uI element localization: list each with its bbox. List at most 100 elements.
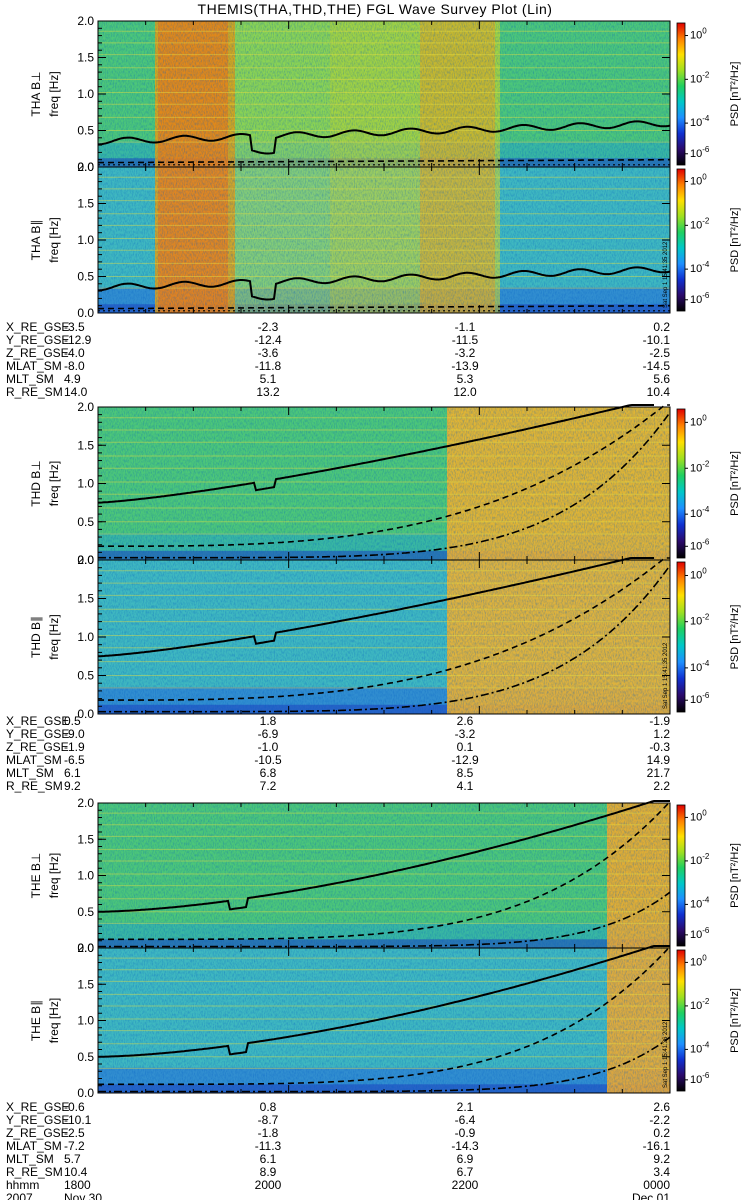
ephem-value: -9.0 bbox=[64, 727, 85, 741]
ephem-value: -2.3 bbox=[258, 320, 279, 334]
ephem-value: 5.1 bbox=[260, 372, 277, 386]
ytick-label: 2.0 bbox=[77, 14, 94, 28]
colorbar-tick-exponent: -2 bbox=[702, 613, 710, 622]
colorbar bbox=[676, 804, 686, 947]
ephem-row-label: MLT_SM bbox=[6, 372, 54, 386]
colorbar-tick-exponent: -6 bbox=[702, 691, 710, 700]
spectrogram-noise bbox=[98, 407, 670, 560]
ephem-value: 12.0 bbox=[453, 385, 477, 399]
ephem-value: -0.3 bbox=[649, 740, 670, 754]
colorbar-tick-label: 100 bbox=[690, 808, 707, 823]
colorbar-tick-label: 10-2 bbox=[690, 997, 710, 1012]
ytick-label: 1.0 bbox=[77, 477, 94, 491]
fce-solid-line bbox=[98, 404, 654, 504]
panel-ylabel: THA B∥ bbox=[29, 220, 43, 261]
fce-solid-line bbox=[97, 266, 671, 301]
ephem-value: 0.8 bbox=[260, 1100, 277, 1114]
ephem-value: 2.1 bbox=[457, 1100, 474, 1114]
colorbar-tick-label: 10-4 bbox=[690, 1040, 710, 1055]
fci-dashdot-line bbox=[98, 411, 671, 559]
ephem-value: Dec 01 bbox=[632, 1191, 670, 1200]
ytick-label: 2.0 bbox=[77, 160, 94, 174]
ephem-value: -2.2 bbox=[649, 1113, 670, 1127]
colorbar bbox=[676, 168, 686, 312]
ytick-label: 0.0 bbox=[77, 707, 94, 721]
ytick-label: 0.5 bbox=[77, 270, 94, 284]
ytick-label: 1.0 bbox=[77, 87, 94, 101]
colorbar-label: PSD [nT²/Hz] bbox=[729, 605, 741, 670]
ytick-label: 0.5 bbox=[77, 669, 94, 683]
ephem-row-label: R_RE_SM bbox=[6, 779, 63, 793]
spectrogram-panel-tha-1: 0.0 0.5 1.0 1.5 2.0 THA B∥ freq [Hz] 100 10-2 10-… bbox=[29, 160, 741, 320]
ephem-value: 2.2 bbox=[653, 779, 670, 793]
colorbar-tick-label: 100 bbox=[690, 27, 707, 42]
freq-axis-label: freq [Hz] bbox=[47, 461, 61, 506]
ytick-label: 1.5 bbox=[77, 51, 94, 65]
freq-axis-label: freq [Hz] bbox=[47, 217, 61, 262]
ytick-label: 1.5 bbox=[77, 592, 94, 606]
spectrogram-panel-tha-0: 0.0 0.5 1.0 1.5 2.0 THA B⊥ freq [Hz] 100 10-2 10-… bbox=[29, 14, 741, 174]
fce-half-dashed-line bbox=[98, 557, 670, 701]
colorbar-tick-exponent: -6 bbox=[702, 926, 710, 935]
ephem-value: 14.9 bbox=[647, 753, 671, 767]
ytick-label: 0.0 bbox=[77, 553, 94, 567]
ephem-value: 10.4 bbox=[647, 385, 671, 399]
fce-solid-line bbox=[97, 800, 670, 913]
ephem-value: 6.1 bbox=[260, 1152, 277, 1166]
ephem-row-label: Y_RE_GSE bbox=[6, 333, 69, 347]
ephem-value: -6.5 bbox=[64, 753, 85, 767]
ephem-row-label: MLAT_SM bbox=[6, 753, 62, 767]
ephem-value: -12.4 bbox=[254, 333, 282, 347]
ytick-label: 2.0 bbox=[77, 941, 94, 955]
ytick-label: 2.0 bbox=[77, 553, 94, 567]
ephem-row-label: MLAT_SM bbox=[6, 1139, 62, 1153]
ephem-value: 1.2 bbox=[653, 727, 670, 741]
panel-ylabel: THE B∥ bbox=[29, 1000, 43, 1041]
fce-half-dashed-line bbox=[98, 158, 670, 164]
ephem-value: -1.1 bbox=[455, 320, 476, 334]
fce-solid-line bbox=[97, 945, 670, 1058]
ephem-value: 4.9 bbox=[64, 372, 81, 386]
ephem-value: 6.9 bbox=[457, 1152, 474, 1166]
colorbar-tick-label: 10-2 bbox=[690, 613, 710, 628]
ephem-row-label: Z_RE_GSE bbox=[6, 1126, 69, 1140]
colorbar-tick-label: 10-2 bbox=[690, 852, 710, 867]
freq-axis-label: freq [Hz] bbox=[47, 998, 61, 1043]
colorbar-label: PSD [nT²/Hz] bbox=[729, 843, 741, 908]
colorbar-tick-exponent: -4 bbox=[702, 114, 710, 123]
colorbar-label: PSD [nT²/Hz] bbox=[729, 451, 741, 516]
colorbar-tick-exponent: -4 bbox=[702, 1040, 710, 1049]
ephem-value: -3.5 bbox=[64, 320, 85, 334]
ephem-value: 6.7 bbox=[457, 1165, 474, 1179]
ephem-value: 2000 bbox=[255, 1178, 282, 1192]
ephem-value: 0.5 bbox=[64, 714, 81, 728]
ephem-row-label: 2007 bbox=[6, 1191, 33, 1200]
ephem-value: -10.1 bbox=[643, 333, 671, 347]
colorbar-tick-exponent: 0 bbox=[702, 173, 707, 182]
ephem-value: -3.2 bbox=[455, 727, 476, 741]
colorbar bbox=[676, 22, 686, 166]
ephem-value: 8.9 bbox=[260, 1165, 277, 1179]
ephem-value: -12.9 bbox=[451, 753, 479, 767]
ephem-row-label: MLAT_SM bbox=[6, 359, 62, 373]
colorbar-tick-label: 10-2 bbox=[690, 216, 710, 231]
ephem-value: 5.3 bbox=[457, 372, 474, 386]
panel-ylabel: THD B⊥ bbox=[29, 460, 43, 506]
colorbar-tick-label: 10-4 bbox=[690, 505, 710, 520]
colorbar-tick-label: 10-6 bbox=[690, 145, 710, 160]
colorbar-tick-exponent: -4 bbox=[702, 260, 710, 269]
colorbar-tick-exponent: -4 bbox=[702, 659, 710, 668]
colorbar-tick-exponent: -4 bbox=[702, 505, 710, 514]
ytick-label: 1.5 bbox=[77, 197, 94, 211]
ephem-value: -10.1 bbox=[64, 1113, 92, 1127]
freq-axis-label: freq [Hz] bbox=[47, 853, 61, 898]
colorbar-tick-exponent: -6 bbox=[702, 291, 710, 300]
ephem-value: 0000 bbox=[643, 1178, 670, 1192]
ephem-value: -11.5 bbox=[452, 333, 479, 347]
colorbar-tick-label: 100 bbox=[690, 413, 707, 428]
spectrogram-noise bbox=[98, 560, 670, 714]
ephem-value: 1800 bbox=[64, 1178, 91, 1192]
colorbar-tick-exponent: 0 bbox=[702, 953, 707, 962]
ephem-value: -0.9 bbox=[455, 1126, 476, 1140]
colorbar-tick-label: 100 bbox=[690, 173, 707, 188]
